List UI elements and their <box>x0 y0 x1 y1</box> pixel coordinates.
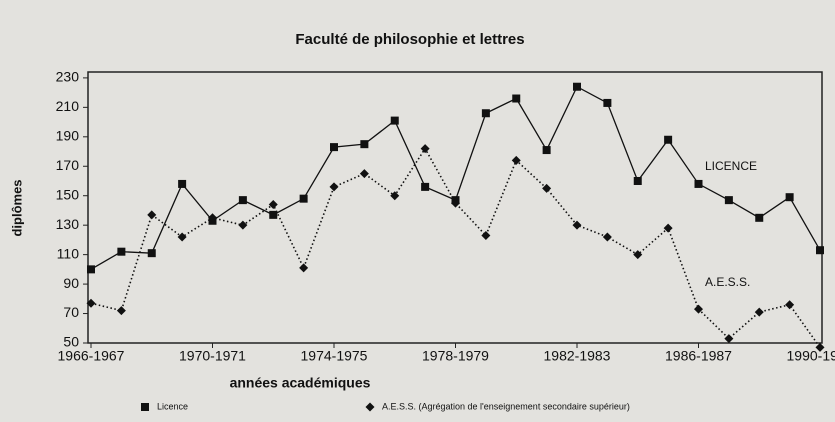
data-point <box>420 144 430 154</box>
legend-marker <box>365 402 375 412</box>
data-point <box>390 191 400 201</box>
y-tick-label: 130 <box>56 216 80 232</box>
y-tick-label: 110 <box>57 245 80 261</box>
data-point <box>785 300 795 310</box>
y-axis-label: diplômes <box>9 179 24 236</box>
data-point <box>542 146 551 155</box>
data-point <box>177 232 187 242</box>
data-point <box>815 342 825 352</box>
data-point <box>299 263 309 273</box>
data-point <box>360 140 369 149</box>
data-point <box>87 265 95 274</box>
legend-label: A.E.S.S. (Agrégation de l'enseignement s… <box>382 401 630 411</box>
data-point <box>754 307 764 317</box>
x-tick-label: 1978-1979 <box>422 348 489 364</box>
data-point <box>633 250 643 260</box>
data-point <box>116 306 126 316</box>
x-tick-label: 1986-1987 <box>665 348 732 364</box>
data-point <box>268 200 278 210</box>
data-point <box>724 334 734 344</box>
data-point <box>785 193 794 202</box>
x-tick-label: 1990-1991 <box>787 348 835 364</box>
data-point <box>633 176 642 185</box>
x-axis-label: années académiques <box>230 375 371 391</box>
data-point <box>755 213 764 222</box>
data-point <box>238 220 248 230</box>
y-tick-label: 50 <box>63 334 79 350</box>
data-point <box>359 169 369 179</box>
data-point <box>603 98 612 107</box>
data-point <box>542 183 552 193</box>
y-tick-label: 230 <box>56 69 80 85</box>
data-point <box>481 109 490 118</box>
data-point <box>208 213 217 223</box>
data-point <box>390 116 399 125</box>
y-tick-label: 210 <box>56 98 80 114</box>
data-point <box>816 246 824 255</box>
y-tick-label: 70 <box>63 304 79 320</box>
data-point <box>694 304 703 314</box>
data-point <box>512 94 521 103</box>
data-point <box>299 194 308 203</box>
data-point <box>663 223 673 233</box>
chart-title: Faculté de philosophie et lettres <box>295 31 524 48</box>
data-point <box>330 143 338 152</box>
legend-label: Licence <box>157 401 188 411</box>
data-point <box>694 179 703 188</box>
x-tick-label: 1974-1975 <box>301 348 368 364</box>
x-tick-label: 1982-1983 <box>544 348 611 364</box>
y-tick-label: 170 <box>56 157 80 173</box>
data-point <box>117 247 126 256</box>
data-point <box>238 196 247 205</box>
data-point <box>178 179 187 188</box>
data-point <box>573 82 581 91</box>
data-point <box>511 155 521 165</box>
data-point <box>147 210 157 220</box>
legend-marker <box>141 403 149 411</box>
data-point <box>572 220 582 230</box>
data-point <box>269 210 278 219</box>
data-point <box>602 232 612 242</box>
y-tick-label: 190 <box>56 128 80 144</box>
data-point <box>481 230 491 240</box>
annotation: A.E.S.S. <box>705 275 750 289</box>
data-point <box>664 135 673 144</box>
y-tick-label: 150 <box>56 186 80 202</box>
data-point <box>147 249 156 258</box>
data-point <box>451 198 460 208</box>
data-point <box>86 298 96 308</box>
y-tick-label: 90 <box>63 275 79 291</box>
data-point <box>421 182 430 191</box>
x-tick-label: 1970-1971 <box>179 348 246 364</box>
data-point <box>329 182 339 192</box>
x-tick-label: 1966-1967 <box>58 348 125 364</box>
data-point <box>724 196 733 205</box>
annotation: LICENCE <box>705 159 757 173</box>
